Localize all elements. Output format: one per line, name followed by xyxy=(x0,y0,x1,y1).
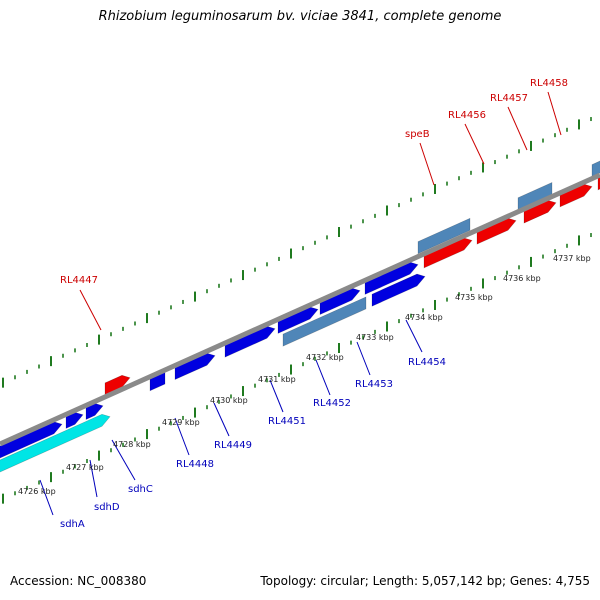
genome-summary: Topology: circular; Length: 5,057,142 bp… xyxy=(260,574,590,588)
gene-label-RL4457: RL4457 xyxy=(490,93,528,104)
scale-label: 4729 kbp xyxy=(162,418,200,427)
genome-backbone xyxy=(0,172,600,447)
scale-label: 4727 kbp xyxy=(66,463,104,472)
gene-label-sdhA: sdhA xyxy=(60,519,85,530)
RL4447-feature xyxy=(104,374,131,396)
scale-label: 4737 kbp xyxy=(553,254,591,263)
leader-RL4456 xyxy=(464,123,485,165)
gene-label-speB: speB xyxy=(405,129,430,140)
scale-label: 4734 kbp xyxy=(405,313,443,322)
leader-sdhA xyxy=(39,479,54,516)
leader-sdhC xyxy=(111,439,136,481)
scale-label: 4730 kbp xyxy=(210,396,248,405)
gene-label-RL4456: RL4456 xyxy=(448,110,486,121)
gene-label-sdhC: sdhC xyxy=(128,484,153,495)
leader-speB xyxy=(419,142,435,186)
rna-feature-sdhA xyxy=(0,413,111,473)
leader-sdhD xyxy=(89,459,98,498)
leader-RL4452 xyxy=(315,359,331,396)
gene-label-RL4452: RL4452 xyxy=(313,398,351,409)
scale-label: 4726 kbp xyxy=(18,487,56,496)
gene-label-RL4451: RL4451 xyxy=(268,416,306,427)
scale-label: 4735 kbp xyxy=(455,293,493,302)
gene-label-RL4449: RL4449 xyxy=(214,440,252,451)
tick-track-top xyxy=(2,117,592,388)
leader-RL4454 xyxy=(405,319,423,353)
leader-RL4451 xyxy=(269,379,284,413)
leader-RL4457 xyxy=(507,106,528,151)
leader-RL4449 xyxy=(213,402,230,437)
leader-RL4453 xyxy=(356,341,371,376)
leader-RL4448 xyxy=(174,417,190,456)
edge-rna-feature xyxy=(591,160,600,178)
tick-track-bottom xyxy=(2,233,592,504)
label-leaders xyxy=(39,91,562,516)
gene-label-RL4447: RL4447 xyxy=(60,275,98,286)
gene-label-RL4453: RL4453 xyxy=(355,379,393,390)
accession-label: Accession: NC_008380 xyxy=(10,574,147,588)
scale-label: 4731 kbp xyxy=(258,375,296,384)
gene-label-RL4458: RL4458 xyxy=(530,78,568,89)
scale-label: 4736 kbp xyxy=(503,274,541,283)
scale-label: 4728 kbp xyxy=(113,440,151,449)
scale-label: 4732 kbp xyxy=(306,353,344,362)
scale-label: 4733 kbp xyxy=(356,333,394,342)
speB-rna-feature xyxy=(417,217,471,255)
map-title: Rhizobium leguminosarum bv. viciae 3841,… xyxy=(98,9,502,24)
RL4452-rna-feature xyxy=(282,296,367,347)
leader-RL4458 xyxy=(547,91,562,136)
gene-label-sdhD: sdhD xyxy=(94,502,120,513)
gene-label-RL4454: RL4454 xyxy=(408,357,446,368)
RL4454-feature xyxy=(371,273,426,307)
gene-label-RL4448: RL4448 xyxy=(176,459,214,470)
leader-RL4447 xyxy=(79,289,102,331)
